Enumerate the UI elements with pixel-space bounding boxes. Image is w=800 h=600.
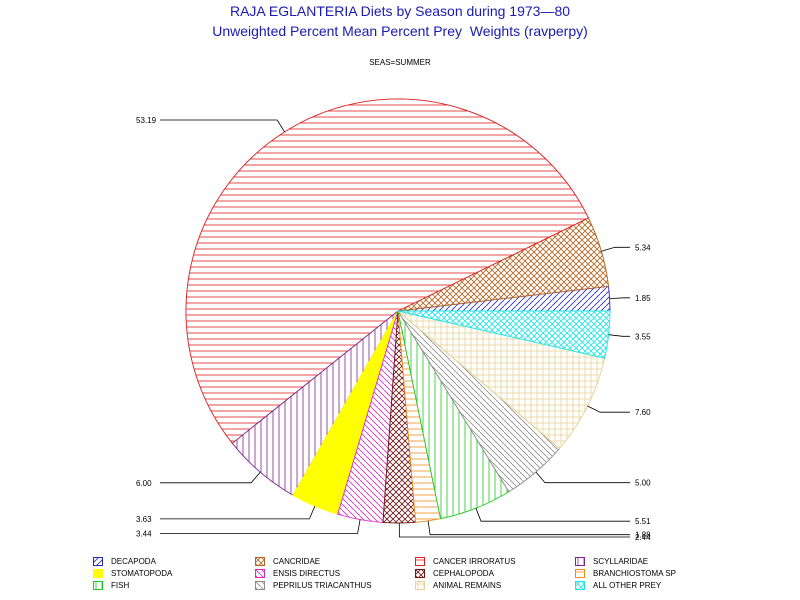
slice-value-label: 5.34 (635, 243, 651, 252)
slice-value-label: 6.00 (136, 479, 152, 488)
leader-line (587, 405, 630, 413)
leader-line (475, 508, 630, 522)
slice-value-label: 3.44 (136, 529, 152, 538)
leader-line (160, 519, 361, 534)
leader-line (160, 471, 261, 484)
chart-subtitle: Unweighted Percent Mean Percent Prey Wei… (212, 23, 588, 39)
slice-value-label: 1.88 (635, 531, 651, 540)
pie-slice-cancer-irroratus (185, 98, 590, 444)
slice-value-label: 53.19 (136, 116, 157, 125)
slice-value-label: 5.00 (635, 479, 651, 488)
slice-value-label: 5.51 (635, 517, 651, 526)
leader-line (160, 505, 316, 520)
pie-slice-all-other-prey (397, 310, 611, 359)
slice-value-label: 1.85 (635, 294, 651, 303)
slice-value-label: 2.44 (635, 533, 651, 542)
season-label: SEAS=SUMMER (369, 58, 431, 67)
leader-line (609, 297, 630, 299)
leader-line (535, 471, 630, 484)
leader-line (608, 334, 630, 337)
slice-value-label: 7.60 (635, 408, 651, 417)
leader-line (398, 522, 630, 538)
slice-value-label: 3.55 (635, 332, 651, 341)
pie-slice-animal-remains (397, 310, 606, 449)
leader-line (601, 246, 630, 252)
leader-line (427, 520, 630, 536)
chart-title: RAJA EGLANTERIA Diets by Season during 1… (229, 3, 571, 19)
slice-value-label: 3.63 (136, 515, 152, 524)
leader-line (160, 119, 285, 133)
